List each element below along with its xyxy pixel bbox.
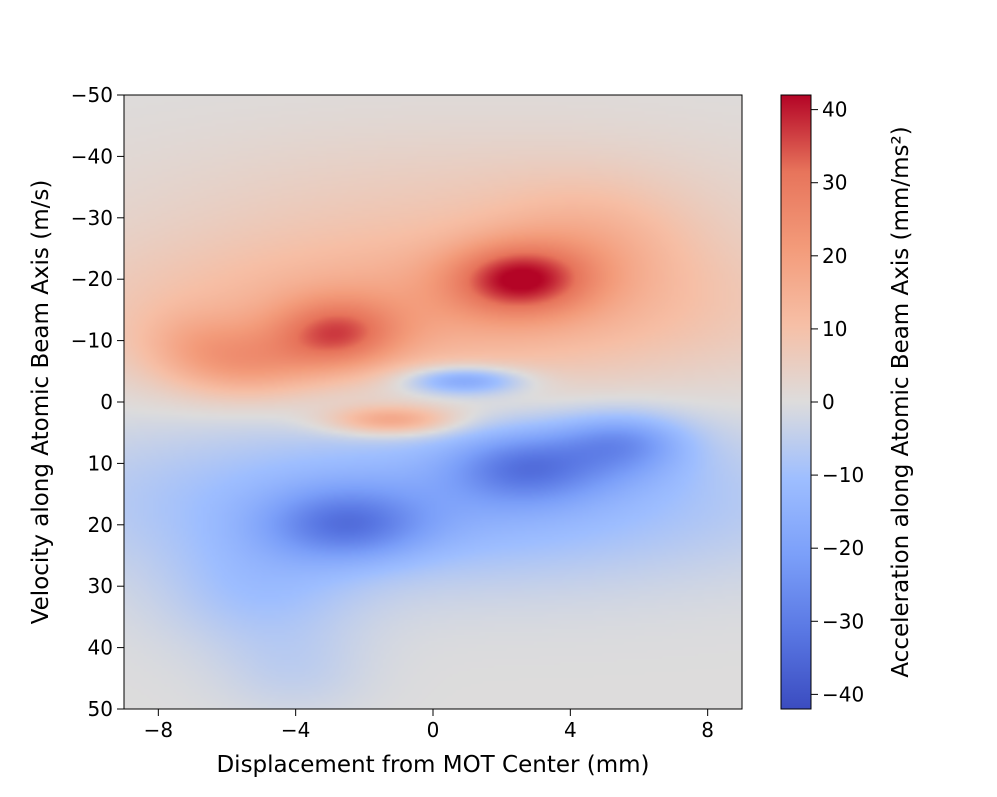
colorbar-tick-label: −20 [822, 536, 864, 560]
y-tick-label: −30 [71, 206, 113, 230]
colorbar-ticks: 40 30 20 10 0 −10 −20 −30 −40 [811, 98, 864, 706]
y-tick-label: 10 [88, 451, 113, 475]
x-tick-label: 0 [427, 718, 440, 742]
colorbar [780, 94, 812, 710]
colorbar-tick-label: −10 [822, 463, 864, 487]
x-axis-label: Displacement from MOT Center (mm) [216, 752, 649, 778]
colorbar-tick-label: −30 [822, 609, 864, 633]
colorbar-tick-label: 40 [822, 98, 847, 122]
x-tick-label: −4 [281, 718, 310, 742]
x-tick-label: 4 [564, 718, 577, 742]
y-tick-label: 40 [88, 636, 113, 660]
colorbar-tick-label: −40 [822, 682, 864, 706]
x-tick-label: −8 [144, 718, 173, 742]
y-axis-ticks: −50 −40 −30 −20 −10 0 10 20 30 40 50 [71, 83, 124, 721]
y-tick-label: 30 [88, 574, 113, 598]
y-tick-label: 50 [88, 697, 113, 721]
y-tick-label: −50 [71, 83, 113, 107]
y-tick-label: −20 [71, 267, 113, 291]
y-axis-label: Velocity along Atomic Beam Axis (m/s) [28, 180, 54, 625]
y-tick-label: 0 [100, 390, 113, 414]
x-tick-label: 8 [701, 718, 714, 742]
y-tick-label: 20 [88, 513, 113, 537]
colorbar-tick-label: 30 [822, 171, 847, 195]
y-tick-label: −40 [71, 144, 113, 168]
heatmap-image [124, 95, 742, 709]
colorbar-tick-label: 10 [822, 317, 847, 341]
x-axis-ticks: −8 −4 0 4 8 [144, 709, 714, 742]
colorbar-tick-label: 20 [822, 244, 847, 268]
y-tick-label: −10 [71, 329, 113, 353]
colorbar-label: Acceleration along Atomic Beam Axis (mm/… [888, 126, 914, 677]
colorbar-tick-label: 0 [822, 390, 835, 414]
